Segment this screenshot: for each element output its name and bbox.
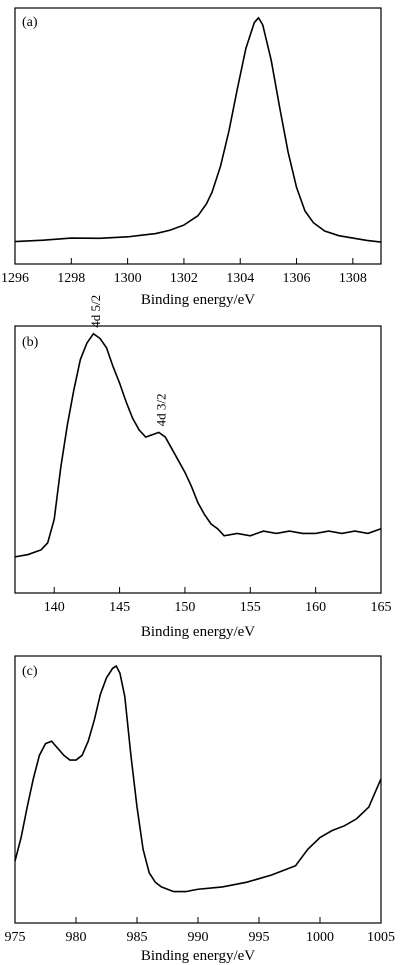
panel-a-x-tick-label: 1304 <box>226 271 254 286</box>
panel-c-label: (c) <box>22 664 38 679</box>
panel-c-x-tick-label: 1005 <box>367 930 395 945</box>
panel-a-xlabel: Binding energy/eV <box>141 292 255 308</box>
panel-a-x-tick-labels: 1296 1298 1300 1302 1304 1306 1308 <box>1 271 367 286</box>
panel-a-x-tick-label: 1306 <box>283 271 311 286</box>
panel-b-annotation-1: 4d 5/2 <box>88 295 103 328</box>
panel-c: (c) 975 980 985 990 995 1000 1005 Binding ener… <box>5 655 396 964</box>
panel-a-label: (a) <box>22 15 38 30</box>
panel-a-x-tick-label: 1302 <box>170 271 198 286</box>
panel-b-x-tick-label: 155 <box>240 600 261 615</box>
panel-a-x-ticks <box>14 258 354 264</box>
panel-b-x-tick-label: 165 <box>371 600 392 615</box>
panel-c-x-tick-label: 1000 <box>306 930 334 945</box>
panel-c-x-tick-label: 980 <box>66 930 87 945</box>
panel-b-x-tick-labels: 140 145 150 155 160 165 <box>44 600 392 615</box>
panel-b-x-tick-label: 145 <box>109 600 130 615</box>
panel-c-frame <box>14 655 382 924</box>
panel-b-series-line <box>14 332 382 558</box>
panel-c-x-tick-label: 985 <box>127 930 148 945</box>
panel-a: (a) 1296 1298 1300 1302 1304 1306 1308 Binding… <box>1 7 382 308</box>
panel-b-label: (b) <box>22 335 39 350</box>
panel-b-xlabel: Binding energy/eV <box>141 624 255 640</box>
panel-c-series-line <box>14 664 382 893</box>
panel-c-x-tick-label: 990 <box>188 930 209 945</box>
panel-b-frame <box>14 325 382 594</box>
panel-b: (b) 140 145 150 155 160 165 4d 5/2 4d 3/2 Bind… <box>14 295 392 640</box>
panel-a-x-tick-label: 1298 <box>57 271 85 286</box>
panel-a-x-tick-label: 1296 <box>1 271 29 286</box>
panel-c-x-tick-label: 995 <box>249 930 270 945</box>
panel-b-x-ticks <box>53 587 382 593</box>
panel-a-series-line <box>14 16 382 243</box>
panel-c-xlabel: Binding energy/eV <box>141 948 255 964</box>
panel-c-x-ticks <box>14 917 382 923</box>
panel-a-frame <box>14 7 382 265</box>
panel-c-x-tick-label: 975 <box>5 930 26 945</box>
panel-c-x-tick-labels: 975 980 985 990 995 1000 1005 <box>5 930 396 945</box>
panel-b-x-tick-label: 150 <box>174 600 195 615</box>
panel-a-x-tick-label: 1308 <box>339 271 367 286</box>
panel-b-annotation-2: 4d 3/2 <box>153 393 168 426</box>
panel-a-x-tick-label: 1300 <box>114 271 142 286</box>
panel-b-annotations: 4d 5/2 4d 3/2 <box>88 295 168 427</box>
panel-b-x-tick-label: 140 <box>44 600 65 615</box>
panel-b-x-tick-label: 160 <box>305 600 326 615</box>
